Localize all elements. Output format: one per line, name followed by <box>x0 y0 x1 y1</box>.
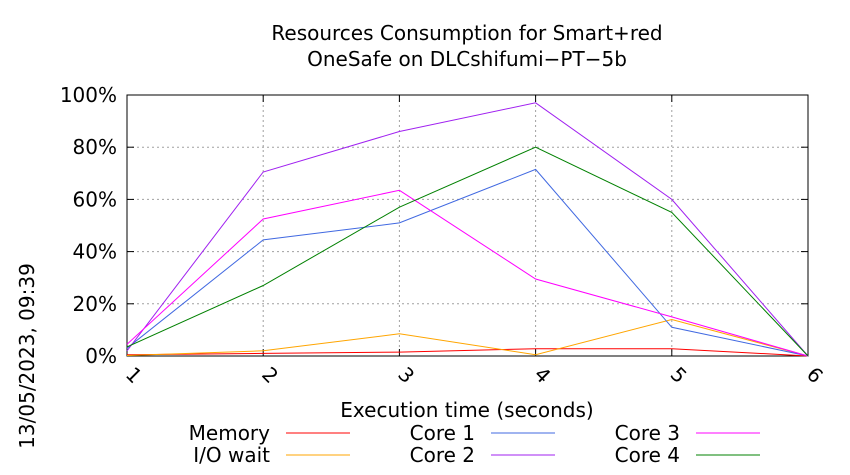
x-axis-ticks: 1 2 3 4 5 6 <box>121 95 828 388</box>
x-tick-label: 2 <box>257 362 283 388</box>
legend-label: Core 1 <box>410 421 475 445</box>
grid <box>127 95 808 356</box>
series-lines <box>126 102 809 357</box>
y-tick-label: 20% <box>73 292 117 316</box>
x-tick-label: 6 <box>802 362 828 388</box>
y-tick-label: 100% <box>60 83 117 107</box>
x-tick-label: 4 <box>530 362 556 388</box>
legend-label: Core 3 <box>615 421 680 445</box>
y-tick-label: 60% <box>73 187 117 211</box>
legend-label: Core 4 <box>615 443 680 467</box>
x-tick-label: 3 <box>393 362 419 388</box>
legend-label: Memory <box>189 421 271 445</box>
series-line-core-1 <box>126 168 809 357</box>
chart-title-line-2: OneSafe on DLCshifumi−PT−5b <box>307 47 627 71</box>
series-line-core-2 <box>126 102 809 357</box>
series-line-i-o-wait <box>126 318 809 357</box>
y-tick-label: 40% <box>73 240 117 264</box>
legend-label: Core 2 <box>410 443 475 467</box>
chart-title-line-1: Resources Consumption for Smart+red <box>271 21 662 45</box>
x-axis-label: Execution time (seconds) <box>340 398 593 422</box>
series-line-core-3 <box>126 189 809 357</box>
series-line-memory <box>126 348 809 357</box>
legend-label: I/O wait <box>193 443 270 467</box>
x-tick-label: 1 <box>121 362 147 388</box>
y-tick-label: 0% <box>85 344 117 368</box>
x-tick-label: 5 <box>666 362 692 388</box>
timestamp-label: 13/05/2023, 09:39 <box>15 263 39 449</box>
plot-frame <box>126 94 809 357</box>
y-axis-ticks: 0% 20% 40% 60% 80% 100% <box>60 83 808 368</box>
y-tick-label: 80% <box>73 135 117 159</box>
series-line-core-4 <box>126 146 809 357</box>
